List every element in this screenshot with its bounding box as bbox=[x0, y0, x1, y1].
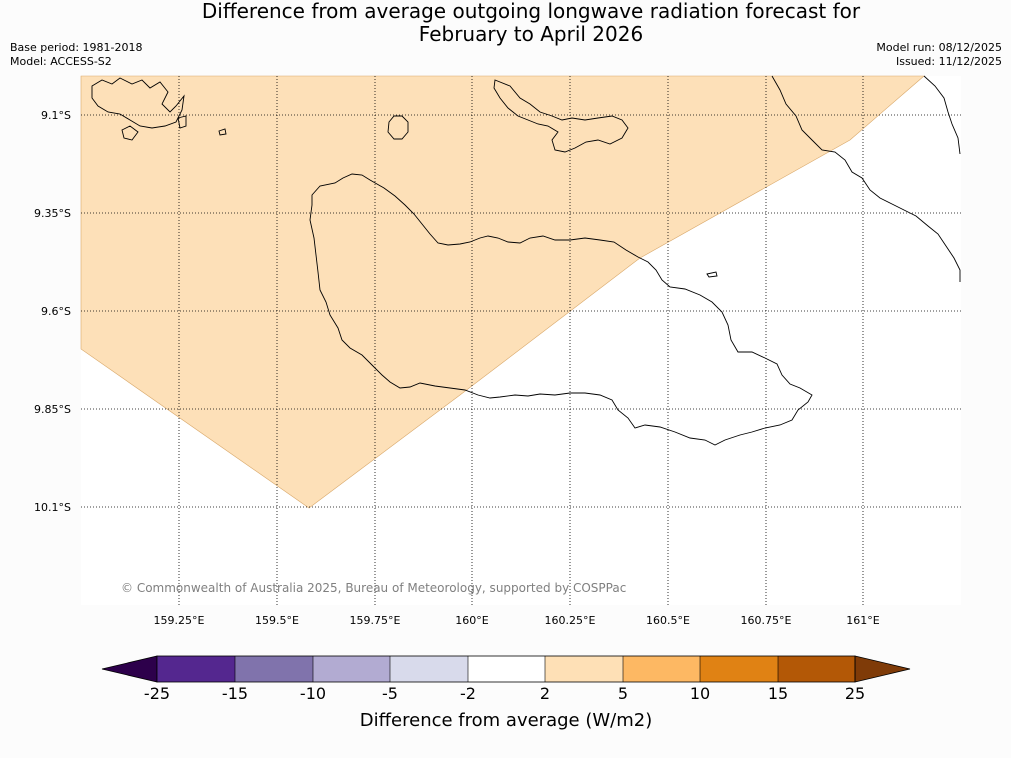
coastline-savo bbox=[387, 115, 409, 140]
colorbar-extend-low bbox=[101, 655, 158, 683]
title-line-1: Difference from average outgoing longwav… bbox=[201, 0, 861, 23]
colorbar-label-6: 2 bbox=[540, 684, 550, 703]
colorbar-label-10: 25 bbox=[845, 684, 865, 703]
lat-label-1: 9.1°S bbox=[41, 109, 71, 122]
coastline-russell-islet-3 bbox=[218, 128, 227, 136]
colorbar-label-8: 10 bbox=[690, 684, 710, 703]
model-run: Model run: 08/12/2025 bbox=[876, 41, 1002, 54]
lon-label-1: 159.25°E bbox=[154, 614, 205, 627]
colorbar-label-2: -15 bbox=[222, 684, 248, 703]
colorbar-label-4: -5 bbox=[382, 684, 398, 703]
gridlines bbox=[81, 76, 961, 605]
issued-date: Issued: 11/12/2025 bbox=[895, 55, 1002, 68]
coastline-islet-east bbox=[706, 271, 718, 278]
colorbar-segment-1 bbox=[157, 656, 235, 682]
chart-title: Difference from average outgoing longwav… bbox=[0, 0, 1011, 46]
colorbar-segment-5 bbox=[468, 656, 545, 682]
colorbar-title: Difference from average (W/m2) bbox=[360, 710, 652, 731]
colorbar: -25 -15 -10 -5 -2 2 5 10 15 25 Differenc… bbox=[101, 655, 911, 731]
coastline-guadalcanal bbox=[309, 173, 813, 446]
colorbar-extend-high bbox=[854, 655, 911, 683]
base-period: Base period: 1981-2018 bbox=[10, 41, 143, 54]
colorbar-segment-3 bbox=[313, 656, 390, 682]
colorbar-label-5: -2 bbox=[460, 684, 476, 703]
lon-label-4: 160°E bbox=[455, 614, 488, 627]
lat-label-3: 9.6°S bbox=[41, 305, 71, 318]
colorbar-label-9: 15 bbox=[768, 684, 788, 703]
coastline-russell-islet-1 bbox=[121, 125, 139, 141]
colorbar-segment-7 bbox=[623, 656, 700, 682]
colorbar-outline bbox=[156, 655, 856, 683]
colorbar-dividers bbox=[234, 656, 779, 682]
colorbar-label-1: -25 bbox=[144, 684, 170, 703]
lon-label-8: 161°E bbox=[846, 614, 879, 627]
lon-label-6: 160.5°E bbox=[646, 614, 690, 627]
lon-label-2: 159.5°E bbox=[255, 614, 299, 627]
colorbar-segment-2 bbox=[235, 656, 313, 682]
colorbar-segment-8 bbox=[700, 656, 778, 682]
lat-labels: 9.1°S 9.35°S 9.6°S 9.85°S 10.1°S bbox=[34, 109, 71, 514]
colorbar-label-3: -10 bbox=[300, 684, 326, 703]
colorbar-segment-4 bbox=[390, 656, 468, 682]
meta-right: Model run: 08/12/2025 Issued: 11/12/2025 bbox=[876, 41, 1002, 69]
title-line-2: February to April 2026 bbox=[418, 22, 644, 46]
colorbar-segment-6 bbox=[545, 656, 623, 682]
copyright-credit: © Commonwealth of Australia 2025, Bureau… bbox=[121, 581, 626, 595]
lat-label-5: 10.1°S bbox=[34, 501, 71, 514]
coastline-malaita-north bbox=[923, 75, 961, 155]
colorbar-segment-9 bbox=[778, 656, 855, 682]
anomaly-fill-region bbox=[80, 75, 925, 509]
colorbar-label-7: 5 bbox=[618, 684, 628, 703]
lon-label-5: 160.25°E bbox=[545, 614, 596, 627]
lat-label-2: 9.35°S bbox=[34, 207, 71, 220]
model-name: Model: ACCESS-S2 bbox=[10, 55, 112, 68]
lon-label-7: 160.75°E bbox=[741, 614, 792, 627]
coastline-russell-islands bbox=[91, 77, 185, 129]
coastline-malaita bbox=[771, 75, 961, 282]
lon-labels: 159.25°E 159.5°E 159.75°E 160°E 160.25°E… bbox=[154, 614, 880, 627]
lat-label-4: 9.85°S bbox=[34, 403, 71, 416]
colorbar-labels: -25 -15 -10 -5 -2 2 5 10 15 25 bbox=[144, 684, 865, 703]
meta-left: Base period: 1981-2018 Model: ACCESS-S2 bbox=[10, 41, 142, 69]
lon-label-3: 159.75°E bbox=[350, 614, 401, 627]
